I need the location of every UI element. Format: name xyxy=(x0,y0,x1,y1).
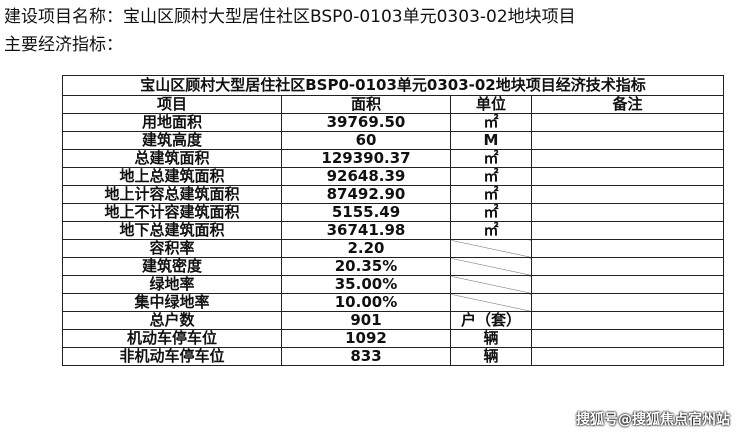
cell-item: 地上总建筑面积 xyxy=(62,167,282,186)
cell-remark xyxy=(531,113,724,132)
header-unit: 单位 xyxy=(450,95,532,114)
cell-value: 87492.90 xyxy=(281,185,451,204)
cell-remark xyxy=(531,311,724,330)
project-name-heading: 建设项目名称：宝山区顾村大型居住社区BSP0-0103单元0303-02地块项目 xyxy=(4,7,576,27)
cell-remark xyxy=(531,275,724,294)
table-row: 总户数 901 户（套） xyxy=(62,311,724,330)
cell-item: 集中绿地率 xyxy=(62,293,282,312)
table-row: 用地面积 39769.50 ㎡ xyxy=(62,113,724,132)
cell-unit: 辆 xyxy=(450,329,532,348)
cell-unit: ㎡ xyxy=(450,167,532,186)
cell-unit: ㎡ xyxy=(450,185,532,204)
table-row: 地上总建筑面积 92648.39 ㎡ xyxy=(62,167,724,186)
cell-item: 机动车停车位 xyxy=(62,329,282,348)
cell-remark xyxy=(531,293,724,312)
cell-remark xyxy=(531,167,724,186)
cell-unit: ㎡ xyxy=(450,221,532,240)
cell-value: 129390.37 xyxy=(281,149,451,168)
table-row: 建筑密度 20.35% xyxy=(62,257,724,276)
header-area: 面积 xyxy=(281,95,451,114)
cell-item: 绿地率 xyxy=(62,275,282,294)
cell-item: 总户数 xyxy=(62,311,282,330)
cell-remark xyxy=(531,239,724,258)
header-item: 项目 xyxy=(62,95,282,114)
cell-unit: M xyxy=(450,131,532,150)
cell-item: 用地面积 xyxy=(62,113,282,132)
table-row: 集中绿地率 10.00% xyxy=(62,293,724,312)
cell-value: 36741.98 xyxy=(281,221,451,240)
cell-unit: ㎡ xyxy=(450,203,532,222)
cell-item: 建筑密度 xyxy=(62,257,282,276)
cell-value: 20.35% xyxy=(281,257,451,276)
cell-value: 60 xyxy=(281,131,451,150)
cell-remark xyxy=(531,329,724,348)
cell-unit xyxy=(450,275,532,294)
cell-unit: 户（套） xyxy=(450,311,532,330)
cell-remark xyxy=(531,203,724,222)
indicators-heading: 主要经济指标： xyxy=(4,35,123,55)
cell-value: 35.00% xyxy=(281,275,451,294)
table-row: 地下总建筑面积 36741.98 ㎡ xyxy=(62,221,724,240)
cell-value: 2.20 xyxy=(281,239,451,258)
header-remark: 备注 xyxy=(531,95,724,114)
cell-value: 1092 xyxy=(281,329,451,348)
cell-value: 833 xyxy=(281,347,451,366)
table-row: 机动车停车位 1092 辆 xyxy=(62,329,724,348)
cell-unit: ㎡ xyxy=(450,113,532,132)
cell-remark xyxy=(531,185,724,204)
cell-unit xyxy=(450,293,532,312)
cell-value: 10.00% xyxy=(281,293,451,312)
indicators-table: 宝山区顾村大型居住社区BSP0-0103单元0303-02地块项目经济技术指标 … xyxy=(62,75,724,366)
cell-remark xyxy=(531,149,724,168)
table-row: 建筑高度 60 M xyxy=(62,131,724,150)
cell-remark xyxy=(531,221,724,240)
cell-unit: 辆 xyxy=(450,347,532,366)
cell-unit xyxy=(450,239,532,258)
table-row: 总建筑面积 129390.37 ㎡ xyxy=(62,149,724,168)
cell-item: 地上不计容建筑面积 xyxy=(62,203,282,222)
cell-unit xyxy=(450,257,532,276)
cell-item: 建筑高度 xyxy=(62,131,282,150)
cell-unit: ㎡ xyxy=(450,149,532,168)
table-row: 非机动车停车位 833 辆 xyxy=(62,347,724,366)
cell-value: 92648.39 xyxy=(281,167,451,186)
cell-item: 非机动车停车位 xyxy=(62,347,282,366)
table-title: 宝山区顾村大型居住社区BSP0-0103单元0303-02地块项目经济技术指标 xyxy=(62,75,724,96)
cell-item: 地下总建筑面积 xyxy=(62,221,282,240)
table-row: 绿地率 35.00% xyxy=(62,275,724,294)
table-row: 地上计容总建筑面积 87492.90 ㎡ xyxy=(62,185,724,204)
cell-value: 5155.49 xyxy=(281,203,451,222)
cell-value: 901 xyxy=(281,311,451,330)
cell-item: 地上计容总建筑面积 xyxy=(62,185,282,204)
cell-remark xyxy=(531,347,724,366)
cell-value: 39769.50 xyxy=(281,113,451,132)
cell-item: 容积率 xyxy=(62,239,282,258)
cell-item: 总建筑面积 xyxy=(62,149,282,168)
cell-remark xyxy=(531,131,724,150)
watermark: 搜狐号@搜狐焦点宿州站 xyxy=(576,412,730,428)
table-row: 地上不计容建筑面积 5155.49 ㎡ xyxy=(62,203,724,222)
table-row: 容积率 2.20 xyxy=(62,239,724,258)
cell-remark xyxy=(531,257,724,276)
